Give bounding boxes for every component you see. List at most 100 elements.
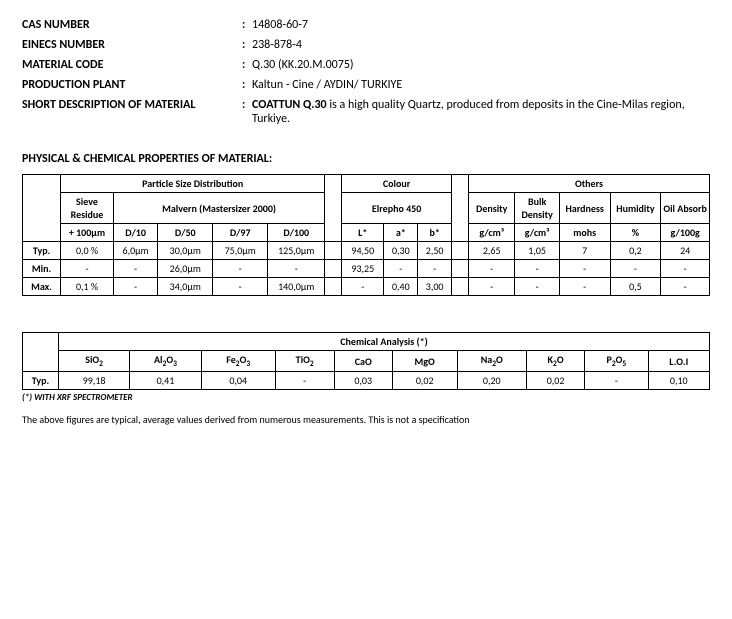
- cell: 125,0µm: [268, 242, 325, 260]
- cell: 0,40: [384, 278, 418, 296]
- cell: 30,0µm: [158, 242, 213, 260]
- corner-cell: [23, 175, 61, 242]
- sub-humidity: Humidity: [610, 193, 661, 224]
- unit-hardness: mohs: [559, 224, 610, 242]
- cell: 0,2: [610, 242, 661, 260]
- cell: 99,18: [59, 372, 130, 390]
- meta-sep: :: [242, 18, 252, 32]
- chem-header: CaO: [334, 351, 392, 372]
- cell: 0,04: [201, 372, 275, 390]
- chem-header: K2O: [526, 351, 584, 372]
- sub-oil: Oil Absorb: [661, 193, 710, 224]
- cell: -: [559, 260, 610, 278]
- meta-label: PRODUCTION PLANT: [22, 78, 242, 92]
- table-row: Sieve Residue Malvern (Mastersizer 2000)…: [23, 193, 710, 224]
- chem-table-wrap: Chemical Analysis (*) SiO2Al2O3Fe2O3TiO2…: [22, 332, 710, 403]
- cell: -: [61, 260, 114, 278]
- cell: 0,02: [392, 372, 457, 390]
- cell: -: [468, 278, 515, 296]
- meta-row-plant: PRODUCTION PLANT : Kaltun - Cine / AYDIN…: [22, 78, 710, 92]
- disclaimer-note: The above figures are typical, average v…: [22, 413, 710, 426]
- unit-a: a*: [384, 224, 418, 242]
- spacer-cell: [452, 242, 469, 260]
- meta-row-desc: SHORT DESCRIPTION OF MATERIAL : COATTUN …: [22, 98, 710, 126]
- meta-row-einecs: EINECS NUMBER : 238-878-4: [22, 38, 710, 52]
- sub-sieve: Sieve Residue: [61, 193, 114, 224]
- cell: 0,10: [648, 372, 709, 390]
- cell: -: [213, 278, 268, 296]
- meta-label: CAS NUMBER: [22, 18, 242, 32]
- chem-header: TiO2: [275, 351, 334, 372]
- meta-label: EINECS NUMBER: [22, 38, 242, 52]
- cell: 0,02: [526, 372, 584, 390]
- desc-bold: COATTUN Q.30: [252, 98, 327, 112]
- meta-sep: :: [242, 38, 252, 52]
- group-others: Others: [468, 175, 709, 193]
- meta-block: CAS NUMBER : 14808-60-7 EINECS NUMBER : …: [22, 18, 710, 126]
- cell: 0,03: [334, 372, 392, 390]
- cell: 0,5: [610, 278, 661, 296]
- cell: 1,05: [515, 242, 559, 260]
- cell: -: [113, 278, 157, 296]
- sub-hardness: Hardness: [559, 193, 610, 224]
- cell: -: [418, 260, 452, 278]
- table-row-typ: Typ. 0,0 % 6,0µm 30,0µm 75,0µm 125,0µm 9…: [23, 242, 710, 260]
- meta-label: SHORT DESCRIPTION OF MATERIAL: [22, 98, 242, 126]
- cell: 7: [559, 242, 610, 260]
- table-row: Particle Size Distribution Colour Others: [23, 175, 710, 193]
- chem-header: L.O.I: [648, 351, 709, 372]
- table-row-typ: Typ. 99,18 0,41 0,04 - 0,03 0,02 0,20 0,…: [23, 372, 710, 390]
- chem-table: Chemical Analysis (*) SiO2Al2O3Fe2O3TiO2…: [22, 332, 710, 390]
- cell: -: [113, 260, 157, 278]
- physchem-table: Particle Size Distribution Colour Others…: [22, 174, 710, 296]
- cell: -: [559, 278, 610, 296]
- cell: 2,65: [468, 242, 515, 260]
- table-row-min: Min. - - 26,0µm - - 93,25 - - - - - - -: [23, 260, 710, 278]
- meta-value: COATTUN Q.30 is a high quality Quartz, p…: [252, 98, 710, 126]
- sub-malvern: Malvern (Mastersizer 2000): [113, 193, 324, 224]
- table-row: Chemical Analysis (*): [23, 333, 710, 351]
- chem-header: MgO: [392, 351, 457, 372]
- unit-d100: D/100: [268, 224, 325, 242]
- meta-label: MATERIAL CODE: [22, 58, 242, 72]
- cell: -: [275, 372, 334, 390]
- cell: -: [610, 260, 661, 278]
- spacer-cell: [452, 278, 469, 296]
- meta-sep: :: [242, 58, 252, 72]
- physchem-table-wrap: Particle Size Distribution Colour Others…: [22, 174, 710, 296]
- cell: -: [342, 278, 384, 296]
- cell: 140,0µm: [268, 278, 325, 296]
- cell: 3,00: [418, 278, 452, 296]
- group-colour: Colour: [342, 175, 452, 193]
- cell: 24: [661, 242, 710, 260]
- chem-footnote: (*) WITH XRF SPECTROMETER: [22, 392, 710, 403]
- sub-density: Density: [468, 193, 515, 224]
- corner-cell: [23, 333, 59, 372]
- cell: -: [515, 260, 559, 278]
- cell: 2,50: [418, 242, 452, 260]
- unit-b: b*: [418, 224, 452, 242]
- meta-sep: :: [242, 98, 252, 126]
- chem-title: Chemical Analysis (*): [59, 333, 710, 351]
- cell: -: [468, 260, 515, 278]
- meta-sep: :: [242, 78, 252, 92]
- cell: 93,25: [342, 260, 384, 278]
- meta-value: 238-878-4: [252, 38, 710, 52]
- meta-value: Q.30 (KK.20.M.0075): [252, 58, 710, 72]
- cell: 6,0µm: [113, 242, 157, 260]
- sub-bulk: Bulk Density: [515, 193, 559, 224]
- row-label: Max.: [23, 278, 61, 296]
- sub-elrepho: Elrepho 450: [342, 193, 452, 224]
- section-title-physchem: PHYSICAL & CHEMICAL PROPERTIES OF MATERI…: [22, 152, 710, 166]
- meta-row-matcode: MATERIAL CODE : Q.30 (KK.20.M.0075): [22, 58, 710, 72]
- chem-header: SiO2: [59, 351, 130, 372]
- cell: -: [268, 260, 325, 278]
- chem-header: Na2O: [457, 351, 526, 372]
- row-label: Min.: [23, 260, 61, 278]
- cell: -: [661, 260, 710, 278]
- unit-d50: D/50: [158, 224, 213, 242]
- chem-header: Fe2O3: [201, 351, 275, 372]
- table-row-max: Max. 0,1 % - 34,0µm - 140,0µm - 0,40 3,0…: [23, 278, 710, 296]
- unit-sieve: + 100µm: [61, 224, 114, 242]
- spacer-cell: [325, 260, 342, 278]
